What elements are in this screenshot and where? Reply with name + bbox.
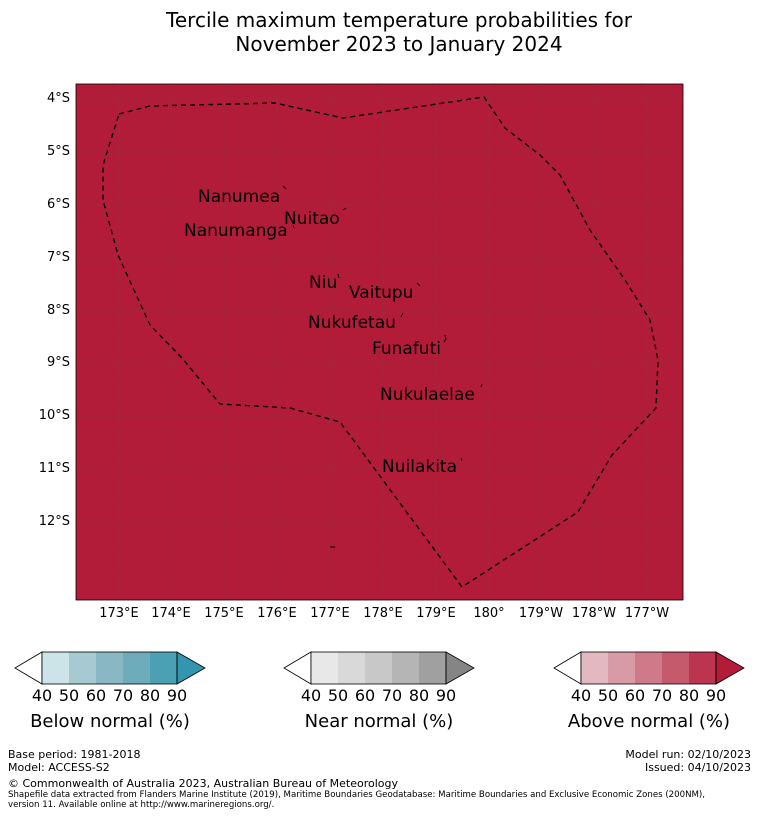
shapefile-credit-line-2: version 11. Available online at http://w… <box>8 800 275 810</box>
legend-tick: 50 <box>597 686 619 705</box>
lon-label: 180° <box>473 606 505 621</box>
lat-label: 9°S <box>46 355 70 370</box>
legend-segment <box>392 652 419 684</box>
title-line-2: November 2023 to January 2024 <box>235 32 563 56</box>
island-label-nuitao: Nuitao <box>284 209 340 229</box>
legend-near-colorbar <box>283 651 475 685</box>
lat-label: 7°S <box>46 250 70 265</box>
legend-above-colorbar <box>553 651 745 685</box>
legend-segment <box>176 651 206 685</box>
legend-segment <box>715 651 745 685</box>
island-label-vaitupu: Vaitupu <box>349 283 414 303</box>
legend-tick: 90 <box>705 686 727 705</box>
lat-label: 8°S <box>46 303 70 318</box>
map-canvas <box>75 83 684 601</box>
lat-label: 11°S <box>38 461 70 476</box>
gridlines <box>76 84 683 600</box>
lat-label: 12°S <box>38 514 70 529</box>
legend-segment <box>42 652 69 684</box>
legend-segment <box>635 652 662 684</box>
legend-segment <box>365 652 392 684</box>
lon-label: 179°E <box>416 606 456 621</box>
legend-tick: 80 <box>139 686 161 705</box>
lon-label: 177°W <box>624 606 670 621</box>
legend-segment <box>14 651 43 685</box>
legend-tick: 90 <box>166 686 188 705</box>
legend-tick: 60 <box>85 686 107 705</box>
lon-label: 175°E <box>204 606 244 621</box>
copyright: © Commonwealth of Australia 2023, Austra… <box>8 777 398 790</box>
legend-segment <box>689 652 716 684</box>
island-label-nuilakita: Nuilakita <box>382 457 458 477</box>
island-markers <box>282 185 483 548</box>
legend-tick: 40 <box>31 686 53 705</box>
legend-tick: 70 <box>651 686 673 705</box>
legend-tick: 70 <box>381 686 403 705</box>
legend-above-title: Above normal (%) <box>567 711 731 732</box>
map-title: Tercile maximum temperature probabilitie… <box>0 8 758 56</box>
legend-tick: 50 <box>327 686 349 705</box>
legend-segment <box>311 652 338 684</box>
legend-segment <box>662 652 689 684</box>
lon-label: 174°E <box>151 606 191 621</box>
model-run: Model run: 02/10/2023 <box>625 748 751 761</box>
legend-tick: 50 <box>58 686 80 705</box>
legend-near-title: Near normal (%) <box>304 711 454 732</box>
lon-label: 178°E <box>363 606 403 621</box>
island-label-funafuti: Funafuti <box>372 339 441 359</box>
island-label-nukufetau: Nukufetau <box>308 313 396 333</box>
legend-below-colorbar <box>14 651 206 685</box>
legend-segment <box>283 651 312 685</box>
legend-tick: 40 <box>570 686 592 705</box>
legend-tick: 80 <box>678 686 700 705</box>
legend-tick: 90 <box>435 686 457 705</box>
legend-segment <box>69 652 96 684</box>
lon-label: 177°E <box>310 606 350 621</box>
legend-segment <box>608 652 635 684</box>
legend-tick: 80 <box>408 686 430 705</box>
legend-tick: 70 <box>112 686 134 705</box>
eez-boundary <box>102 96 659 588</box>
legend-segment <box>338 652 365 684</box>
lon-label: 179°W <box>518 606 564 621</box>
lat-label: 10°S <box>38 408 70 423</box>
legend-tick: 60 <box>624 686 646 705</box>
shapefile-credit-line-1: Shapefile data extracted from Flanders M… <box>8 790 705 800</box>
base-period: Base period: 1981-2018 <box>8 748 141 761</box>
title-line-1: Tercile maximum temperature probabilitie… <box>166 8 632 32</box>
island-label-nanumanga: Nanumanga <box>184 221 288 241</box>
issued-date: Issued: 04/10/2023 <box>644 761 751 774</box>
lat-label: 4°S <box>46 91 70 106</box>
legend-segment <box>553 651 582 685</box>
legend-segment <box>123 652 150 684</box>
legend-tick: 60 <box>354 686 376 705</box>
model-name: Model: ACCESS-S2 <box>8 761 110 774</box>
legend-segment <box>150 652 177 684</box>
lon-label: 173°E <box>99 606 139 621</box>
lat-label: 6°S <box>46 197 70 212</box>
island-label-nukulaelae: Nukulaelae <box>380 385 475 405</box>
legend-tick: 40 <box>300 686 322 705</box>
lat-label: 5°S <box>46 144 70 159</box>
legend-segment <box>96 652 123 684</box>
legend-segment <box>419 652 446 684</box>
lon-label: 176°E <box>257 606 297 621</box>
legend-segment <box>581 652 608 684</box>
lon-label: 178°W <box>571 606 617 621</box>
map-area <box>75 83 684 601</box>
island-label-niu: Niu <box>309 273 338 293</box>
island-label-nanumea: Nanumea <box>198 187 281 207</box>
legend-segment <box>445 651 475 685</box>
legend-below-title: Below normal (%) <box>30 711 190 732</box>
